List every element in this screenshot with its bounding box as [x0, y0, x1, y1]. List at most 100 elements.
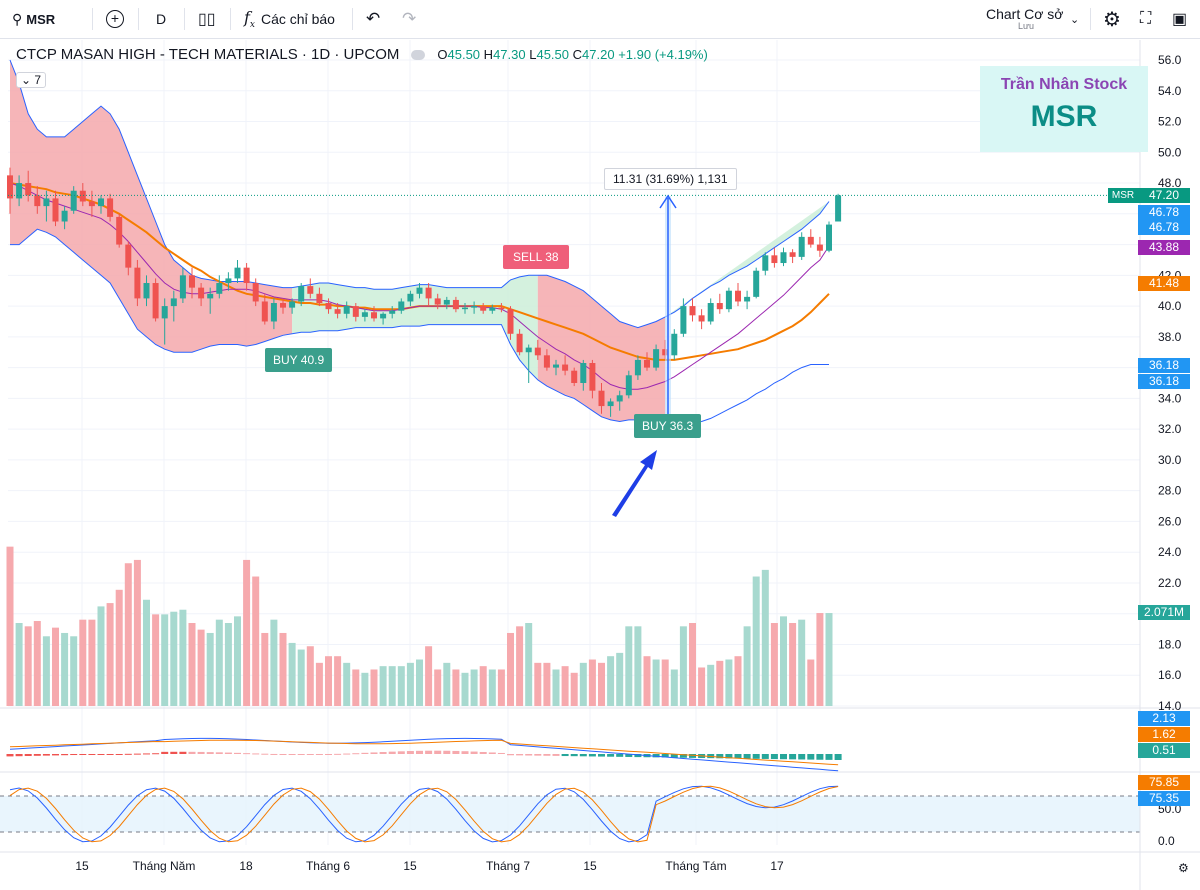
layout-button[interactable]: Chart Cơ sở Lưu	[986, 0, 1064, 38]
fullscreen-button[interactable]: ⛶	[1140, 0, 1151, 38]
volume-bar	[525, 623, 533, 706]
volume-label: 2.071M	[1138, 605, 1190, 620]
candle-body	[179, 275, 186, 299]
macd-histogram-bar	[807, 754, 815, 760]
legend-dot[interactable]	[411, 49, 426, 60]
undo-button[interactable]: ↶	[366, 0, 380, 38]
volume-bar	[707, 664, 715, 706]
volume-bar	[115, 589, 123, 706]
macd-histogram-bar	[343, 753, 351, 755]
indicators-button[interactable]: fx Các chỉ báo	[244, 0, 335, 38]
macd-histogram-bar	[825, 754, 833, 760]
candle-body	[434, 298, 441, 305]
volume-bar	[88, 619, 96, 706]
volume-bar	[816, 613, 824, 706]
macd-histogram-bar	[516, 754, 524, 756]
candle-body	[7, 175, 13, 199]
candle-body	[471, 306, 478, 308]
snapshot-button[interactable]: ▣	[1172, 0, 1187, 38]
bb-fill-up	[665, 201, 829, 317]
volume-bar	[616, 652, 624, 706]
volume-bar	[152, 614, 160, 706]
drawings	[612, 194, 677, 517]
bb-lower-label-2: 36.18	[1138, 374, 1190, 389]
candle-body	[553, 364, 559, 368]
macd-histogram-bar	[470, 751, 478, 754]
volume-bar	[288, 642, 296, 706]
candle-body	[207, 293, 214, 299]
macd-histogram-bar	[488, 752, 496, 754]
indicators-label: Các chỉ báo	[261, 11, 335, 27]
top-toolbar: ⚲ MSR + D ▯▯ fx Các chỉ báo ↶ ↷ Chart Cơ…	[0, 0, 1200, 39]
candle-body	[762, 255, 769, 271]
macd-histogram-bar	[361, 752, 369, 754]
volume-bar	[370, 669, 378, 706]
time-tick-label: 15	[403, 859, 417, 873]
macd-histogram-bar	[661, 754, 669, 758]
compare-button[interactable]: +	[106, 0, 124, 38]
candle-body	[98, 198, 104, 207]
macd-histogram-bar	[789, 754, 797, 760]
collapse-indicators-button[interactable]: ⌄ 7	[16, 72, 47, 88]
volume-bar	[780, 616, 787, 706]
price-tick-label: 34.0	[1158, 391, 1182, 405]
settings-button[interactable]: ⚙	[1103, 0, 1121, 38]
price-tick-label: 52.0	[1158, 115, 1182, 129]
layout-dropdown[interactable]: ⌄	[1070, 0, 1079, 38]
candle-body	[189, 275, 195, 288]
price-tick-label: 30.0	[1158, 453, 1182, 467]
redo-button[interactable]: ↷	[402, 0, 416, 38]
price-tick-label: 32.0	[1158, 422, 1182, 436]
time-tick-label: Tháng Tám	[665, 859, 726, 873]
volume-bar	[297, 649, 305, 706]
volume-bar	[488, 669, 496, 706]
symbol-search[interactable]: ⚲ MSR	[12, 0, 55, 38]
price-tick-label: 16.0	[1158, 668, 1182, 682]
time-tick-label: 15	[583, 859, 597, 873]
macd-histogram-bar	[652, 754, 660, 758]
volume-bar	[170, 611, 178, 706]
candle-body	[589, 363, 596, 391]
volume-bar	[552, 669, 560, 706]
volume-bar	[188, 623, 196, 706]
macd-histogram-bar	[734, 754, 742, 759]
macd-histogram-bar	[434, 750, 442, 754]
bb-fill-down	[537, 275, 666, 422]
macd-histogram-bar	[770, 754, 778, 760]
macd-histogram-bar	[152, 753, 160, 755]
volume-bar	[679, 626, 687, 706]
volume-bar	[607, 656, 615, 706]
macd-histogram-bar	[115, 754, 123, 755]
price-tick-label: 50.0	[1158, 145, 1182, 159]
time-tick-label: Tháng Năm	[133, 859, 196, 873]
stoch-label-1: 75.85	[1138, 775, 1190, 790]
volume-bar	[543, 662, 551, 706]
candle-body	[234, 267, 241, 279]
macd-histogram-bar	[634, 754, 642, 758]
bb-lower-label: 36.18	[1138, 358, 1190, 373]
macd-histogram-bar	[70, 754, 78, 756]
volume-bar	[270, 619, 278, 706]
interval-button[interactable]: D	[156, 0, 166, 38]
symbol-axis-tag: MSR	[1108, 188, 1138, 203]
chart-type-button[interactable]: ▯▯	[198, 0, 216, 38]
macd-line	[9, 737, 839, 772]
macd-histogram-bar	[425, 750, 433, 754]
stoch-d-line	[9, 785, 839, 843]
macd-histogram-bar	[743, 754, 751, 759]
candle-body	[116, 216, 123, 245]
macd-histogram-bar	[379, 752, 387, 754]
candle-body	[134, 267, 141, 299]
volume-bar	[461, 672, 469, 706]
macd-histogram-bar	[42, 754, 50, 756]
price-tick-label: 38.0	[1158, 330, 1182, 344]
moving-averages	[9, 182, 830, 390]
candle-body	[16, 183, 23, 199]
candle-body	[744, 296, 751, 302]
macd-histogram-bar	[24, 754, 32, 757]
candle-body	[525, 347, 532, 353]
volume-bar	[406, 662, 414, 706]
candle-body	[371, 312, 377, 319]
candle-body	[616, 395, 623, 402]
